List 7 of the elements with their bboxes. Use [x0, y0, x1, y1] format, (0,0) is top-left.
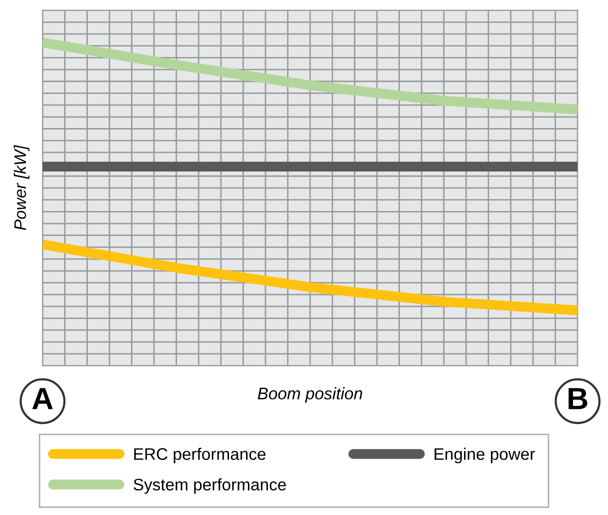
x-tick-label: A — [32, 388, 53, 410]
x-axis-title: Boom position — [258, 387, 362, 403]
legend-label: ERC performance — [134, 448, 266, 464]
legend-label: Engine power — [434, 448, 535, 464]
y-axis-title: Power [kW] — [14, 145, 30, 230]
legend-label: System performance — [134, 478, 286, 494]
x-tick-label: B — [568, 388, 588, 410]
